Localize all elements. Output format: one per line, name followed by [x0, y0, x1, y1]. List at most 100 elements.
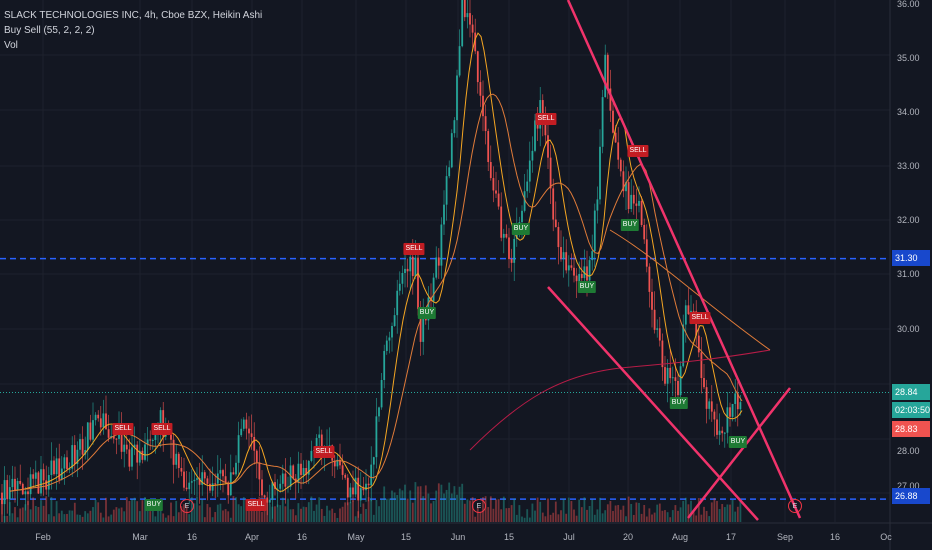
volume-bar: [279, 505, 282, 522]
volume-bar: [705, 510, 708, 522]
volume-bar: [583, 497, 586, 522]
volume-bar: [526, 509, 529, 522]
volume-bar: [661, 510, 664, 522]
candle-body: [84, 450, 87, 455]
level-label-low[interactable]: 26.88: [892, 488, 930, 504]
buy-signal[interactable]: BUY: [417, 307, 437, 319]
price-tick: 28.00: [897, 446, 920, 456]
earnings-marker[interactable]: E: [788, 499, 802, 513]
volume-bar: [37, 507, 40, 522]
candle-body: [606, 54, 609, 89]
candle-body: [679, 366, 682, 396]
candle-body: [175, 453, 178, 465]
candle-body: [258, 462, 261, 480]
volume-bar: [370, 499, 373, 522]
sell-signal[interactable]: SELL: [627, 145, 649, 157]
candle-body: [505, 233, 508, 238]
volume-bar: [240, 506, 243, 522]
volume-bar: [42, 505, 45, 522]
sell-signal[interactable]: SELL: [535, 113, 557, 125]
volume-bar: [89, 510, 92, 522]
candle-body: [8, 487, 11, 500]
buy-signal[interactable]: BUY: [728, 436, 748, 448]
earnings-marker[interactable]: E: [180, 499, 194, 513]
date-tick: 16: [296, 532, 308, 542]
volume-bar: [193, 503, 196, 522]
candle-body: [406, 268, 409, 272]
candle-body: [573, 267, 575, 276]
candle-body: [89, 422, 92, 440]
volume-bar: [206, 503, 209, 522]
volume-label[interactable]: Vol: [4, 40, 18, 51]
sell-signal[interactable]: SELL: [151, 423, 173, 435]
volume-bar: [284, 506, 287, 522]
buy-signal[interactable]: BUY: [511, 223, 531, 235]
buy-signal[interactable]: BUY: [669, 397, 689, 409]
candle-body: [437, 257, 440, 266]
volume-bar: [159, 510, 162, 522]
volume-bar: [664, 510, 666, 522]
volume-bar: [245, 502, 248, 522]
volume-bar: [440, 484, 443, 522]
candle-body: [40, 469, 42, 494]
sell-signal[interactable]: SELL: [112, 423, 134, 435]
volume-bar: [448, 482, 451, 522]
sell-signal[interactable]: SELL: [313, 446, 335, 458]
candle-body: [692, 310, 695, 312]
volume-bar: [219, 503, 222, 522]
candle-body: [614, 132, 617, 143]
date-tick: 15: [503, 532, 515, 542]
candle-body: [471, 24, 474, 33]
sell-signal[interactable]: SELL: [689, 312, 711, 324]
volume-bar: [383, 486, 386, 522]
level-label-high[interactable]: 31.30: [892, 250, 930, 266]
candle-body: [635, 203, 638, 206]
volume-bar: [573, 509, 575, 522]
buy-signal[interactable]: BUY: [620, 219, 640, 231]
buy-signal[interactable]: BUY: [144, 499, 164, 511]
volume-bar: [604, 510, 607, 522]
volume-bar: [385, 498, 388, 522]
candle-body: [328, 445, 331, 447]
volume-bar: [352, 500, 354, 522]
volume-bar: [435, 490, 438, 522]
volume-bar: [703, 506, 705, 522]
candle-body: [669, 367, 672, 379]
candle-body: [383, 350, 386, 381]
volume-bar: [505, 508, 508, 522]
candle-body: [554, 219, 557, 228]
buy-signal[interactable]: BUY: [577, 281, 597, 293]
volume-bar: [331, 508, 334, 522]
volume-bar: [458, 486, 461, 522]
volume-bar: [47, 514, 50, 522]
volume-bar: [58, 513, 61, 522]
candle-body: [560, 247, 562, 259]
candle-body: [726, 407, 729, 433]
sell-signal[interactable]: SELL: [403, 243, 425, 255]
candle-body: [565, 252, 568, 271]
indicator-label[interactable]: Buy Sell (55, 2, 2, 2): [4, 25, 95, 36]
earnings-marker[interactable]: E: [472, 499, 486, 513]
volume-bar: [115, 507, 118, 522]
candle-body: [281, 473, 284, 484]
volume-bar: [718, 509, 721, 522]
volume-bar: [565, 513, 568, 522]
volume-bar: [679, 507, 682, 522]
sell-signal[interactable]: SELL: [245, 499, 267, 511]
candle-body: [125, 444, 128, 450]
candle-body: [731, 403, 734, 417]
last-close-label[interactable]: 28.83: [892, 421, 930, 437]
volume-bar: [674, 505, 677, 522]
volume-bar: [411, 502, 414, 522]
candle-body: [232, 472, 235, 475]
candle-body: [492, 178, 495, 191]
candle-body: [352, 487, 354, 495]
candle-body: [497, 193, 500, 207]
symbol-title[interactable]: SLACK TECHNOLOGIES INC, 4h, Cboe BZX, He…: [4, 10, 263, 21]
candle-body: [372, 457, 375, 465]
date-tick: Apr: [244, 532, 260, 542]
last-price-label[interactable]: 28.84: [892, 384, 930, 400]
volume-bar: [736, 506, 739, 522]
candle-body: [617, 142, 620, 160]
